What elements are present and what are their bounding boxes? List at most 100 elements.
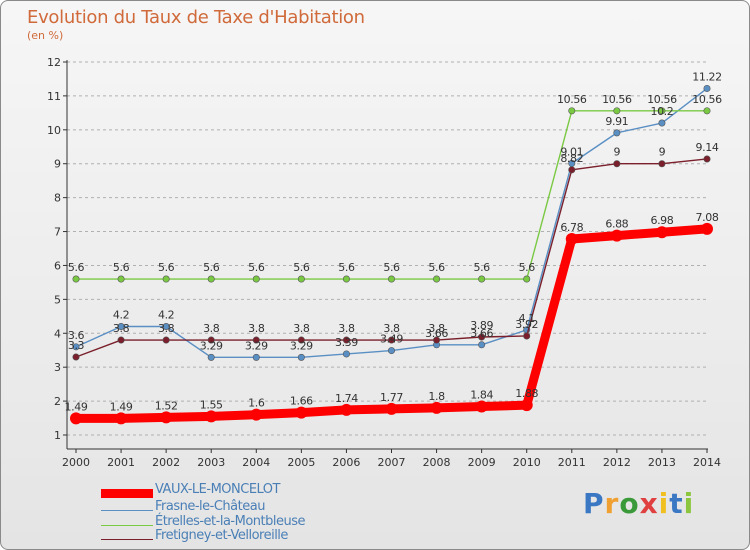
data-point (385, 402, 398, 415)
x-tick-label: 2007 (378, 456, 406, 469)
legend-swatch (101, 525, 153, 526)
logo-letter: i (683, 487, 695, 520)
data-point (252, 275, 260, 283)
data-point (252, 336, 260, 344)
data-point (703, 155, 711, 163)
data-point (297, 336, 305, 344)
data-point (342, 275, 350, 283)
data-label: 1.52 (155, 399, 178, 412)
data-point (520, 399, 533, 412)
data-point (340, 403, 353, 416)
data-point (342, 350, 350, 358)
data-point (117, 275, 125, 283)
data-point (430, 401, 443, 414)
data-point (387, 336, 395, 344)
data-label: 5.6 (68, 261, 85, 274)
data-label: 5.6 (203, 261, 220, 274)
data-label: 1.88 (515, 387, 538, 400)
y-tick-label: 2 (54, 395, 61, 408)
legend-swatch (101, 539, 153, 540)
data-label: 1.49 (65, 400, 88, 413)
data-point (658, 107, 666, 115)
data-label: 10.56 (647, 93, 677, 106)
data-label: 3.92 (515, 318, 538, 331)
data-point (475, 400, 488, 413)
data-label: 3.8 (428, 322, 445, 335)
legend-label: Fretigney-et-Velloreille (155, 528, 288, 543)
data-label: 1.49 (110, 400, 133, 413)
data-point (478, 333, 486, 341)
data-label: 10.56 (602, 93, 632, 106)
data-label: 3.29 (200, 339, 223, 352)
y-tick-label: 8 (54, 192, 61, 205)
data-point (250, 408, 263, 421)
page-subtitle: (en %) (27, 29, 64, 42)
data-label: 5.6 (158, 261, 175, 274)
logo-letter: P (583, 487, 605, 520)
data-label: 3.8 (113, 322, 130, 335)
data-label: 9.91 (605, 115, 628, 128)
legend-swatch (101, 510, 153, 511)
x-tick-label: 2010 (513, 456, 541, 469)
data-point (72, 275, 80, 283)
data-label: 5.6 (293, 261, 310, 274)
logo-letter: t (669, 487, 684, 520)
data-label: 1.66 (290, 395, 313, 408)
data-point (478, 275, 486, 283)
x-tick-label: 2003 (197, 456, 225, 469)
data-label: 10.56 (557, 93, 587, 106)
data-label: 5.6 (519, 261, 536, 274)
data-point (297, 275, 305, 283)
legend-label: Étrelles-et-la-Montbleuse (155, 514, 306, 529)
x-tick-label: 2004 (242, 456, 270, 469)
data-label: 6.98 (650, 214, 673, 227)
data-point (162, 275, 170, 283)
data-point (523, 332, 531, 340)
y-tick-label: 9 (54, 158, 61, 171)
x-tick-label: 2001 (107, 456, 135, 469)
data-label: 5.6 (113, 261, 130, 274)
x-tick-label: 2000 (62, 456, 90, 469)
data-point (207, 336, 215, 344)
data-label: 9.14 (696, 141, 719, 154)
data-label: 3.8 (383, 322, 400, 335)
data-label: 3.8 (248, 322, 265, 335)
data-point (297, 353, 305, 361)
grid-layer (67, 61, 708, 436)
data-label: 4.2 (113, 308, 129, 321)
y-tick-label: 4 (54, 327, 61, 340)
data-label: 9 (614, 146, 621, 159)
data-label: 7.08 (696, 211, 719, 224)
data-point (568, 166, 576, 174)
proxiti-logo: Proxiti (583, 487, 694, 520)
data-label: 1.8 (428, 390, 445, 403)
data-point (72, 343, 80, 351)
data-point (387, 275, 395, 283)
data-label: 3.8 (293, 322, 310, 335)
logo-letter: o (619, 487, 640, 520)
data-label: 3.6 (68, 329, 85, 342)
x-tick-label: 2009 (468, 456, 496, 469)
data-label: 11.22 (692, 70, 722, 83)
logo-letter: x (639, 487, 659, 520)
x-tick-label: 2013 (648, 456, 676, 469)
data-point (433, 275, 441, 283)
data-point (610, 229, 623, 242)
data-point (433, 336, 441, 344)
y-tick-label: 7 (54, 226, 61, 239)
series-layer (70, 84, 713, 425)
x-tick-label: 2014 (693, 456, 721, 469)
data-label: 3.66 (470, 327, 493, 340)
data-label: 1.77 (380, 391, 403, 404)
data-label: 3.8 (338, 322, 355, 335)
data-label: 10.2 (650, 105, 673, 118)
data-label: 3.29 (245, 339, 268, 352)
data-point (613, 160, 621, 168)
data-point (523, 275, 531, 283)
data-point (701, 222, 713, 235)
data-point (162, 322, 170, 330)
data-label: 8.82 (560, 152, 583, 165)
data-label: 4.2 (158, 308, 174, 321)
x-tick-label: 2011 (558, 456, 586, 469)
